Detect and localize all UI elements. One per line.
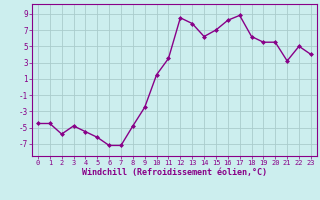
- X-axis label: Windchill (Refroidissement éolien,°C): Windchill (Refroidissement éolien,°C): [82, 168, 267, 177]
